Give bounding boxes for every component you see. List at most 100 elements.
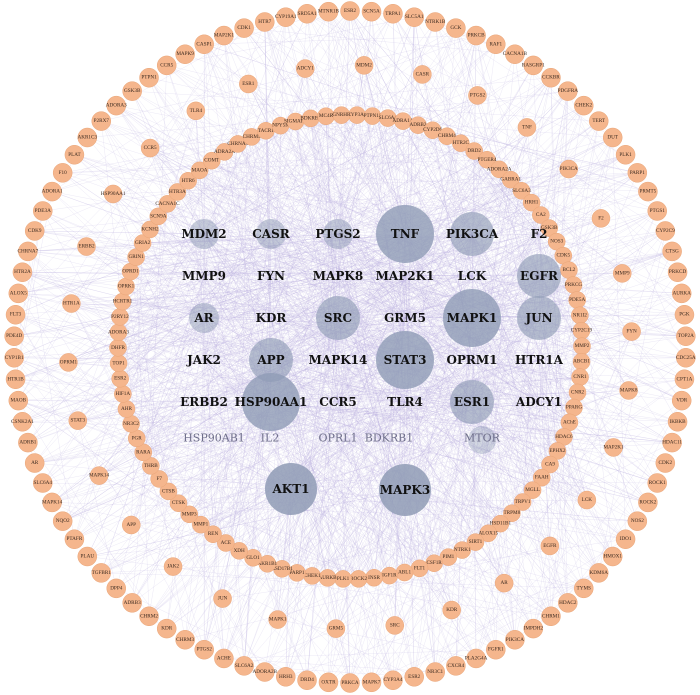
svg-text:IKBKB: IKBKB: [670, 419, 687, 425]
svg-text:PDGFRA: PDGFRA: [558, 88, 579, 94]
svg-text:HTR1B: HTR1B: [7, 376, 24, 382]
svg-text:TNF: TNF: [391, 227, 420, 241]
node-esr2: ESR2: [111, 369, 129, 388]
node-mapk9: MAPK9: [175, 44, 195, 64]
node-trpm8: TRPM8: [503, 504, 521, 522]
node-dhfr: DHFR: [109, 339, 127, 357]
svg-text:ABL1: ABL1: [398, 569, 411, 575]
svg-text:NR3C2: NR3C2: [123, 421, 139, 427]
node-oprm1: OPRM1: [59, 353, 78, 372]
svg-text:CPT1A: CPT1A: [677, 376, 693, 382]
hub-akt1: AKT1: [265, 463, 317, 515]
svg-text:AURKA: AURKA: [672, 290, 691, 296]
svg-text:TLR4: TLR4: [190, 108, 203, 114]
svg-text:OPRL1: OPRL1: [318, 432, 357, 445]
node-prkcd: PRKCD: [667, 262, 688, 282]
node-xdh: XDH: [230, 542, 248, 560]
node-comt: COMT: [202, 151, 221, 170]
svg-text:CYP2C19: CYP2C19: [571, 328, 593, 334]
node-insr: INSR: [365, 569, 383, 587]
svg-text:PDE3A: PDE3A: [35, 208, 51, 214]
svg-text:CDK5: CDK5: [557, 253, 571, 259]
svg-text:NOS2: NOS2: [631, 518, 644, 524]
svg-text:MMP9: MMP9: [182, 269, 226, 283]
svg-text:MAPK8: MAPK8: [620, 387, 638, 393]
svg-text:SLC6A4: SLC6A4: [34, 480, 53, 486]
svg-text:SLC6A3: SLC6A3: [512, 188, 531, 194]
svg-text:KDM6A: KDM6A: [590, 570, 609, 576]
svg-text:ESR1: ESR1: [454, 395, 490, 409]
svg-text:THRB: THRB: [144, 463, 158, 469]
node-abcb1: ABCB1: [572, 352, 590, 371]
node-top2a: TOP2A: [676, 326, 696, 346]
node-thrb: THRB: [142, 457, 160, 475]
node-adcy1: ADCY1: [295, 59, 315, 78]
node-chek1: CHEK1: [303, 567, 321, 585]
big-hub-nodes: AKT1 MAPK3: [265, 463, 431, 516]
svg-text:PTGS2: PTGS2: [315, 227, 360, 241]
node-oxtr: OXTR: [318, 672, 339, 693]
node-slc6a4: SLC6A4: [33, 473, 53, 493]
svg-text:ADRB3: ADRB3: [124, 600, 141, 606]
svg-text:CACNA1B: CACNA1B: [503, 51, 528, 57]
svg-text:HRH3: HRH3: [279, 674, 293, 680]
svg-text:PTAFR: PTAFR: [67, 536, 83, 542]
svg-text:PRMT5: PRMT5: [640, 189, 657, 195]
svg-text:HRH1: HRH1: [525, 200, 539, 206]
node-rock1: ROCK1: [647, 473, 667, 493]
hub-ccr5: CCR5: [319, 395, 356, 409]
node-pgk: PGK: [674, 304, 695, 325]
svg-text:IDO1: IDO1: [620, 536, 632, 542]
node-igf1r: IGF1R: [380, 566, 399, 585]
svg-text:ACE: ACE: [221, 540, 231, 546]
node-gck: GCK: [446, 18, 466, 38]
hub-htr1a: HTR1A: [515, 353, 564, 367]
svg-text:AChE: AChE: [563, 419, 576, 425]
hub-il2: IL2: [261, 432, 280, 445]
svg-text:ADCY1: ADCY1: [515, 395, 562, 409]
svg-text:COMT: COMT: [204, 158, 220, 164]
svg-text:STAT3: STAT3: [70, 418, 85, 424]
node-lck: LCK: [577, 490, 597, 510]
svg-text:F2: F2: [598, 215, 604, 221]
node-gsk3b: GSK3B: [540, 219, 558, 237]
inner-node-ring: CYP3A4PTPN11SLC6A4ADRA1AADRB2CYP2D6CHRM4…: [108, 106, 593, 588]
svg-text:CTSB: CTSB: [162, 488, 176, 494]
svg-text:TERT: TERT: [592, 118, 605, 124]
node-prkcg: PRKCG: [564, 276, 583, 294]
node-htr3a: HTR3A: [168, 183, 187, 201]
svg-text:JUN: JUN: [218, 596, 228, 602]
hub-mapk3: MAPK3: [379, 464, 431, 516]
svg-text:NR3C1: NR3C1: [427, 669, 443, 675]
node-chrm4: CHRM4: [438, 127, 456, 145]
node-aurka: AURKA: [671, 283, 692, 304]
node-top1: TOP1: [109, 354, 128, 373]
svg-text:HIF1A: HIF1A: [115, 391, 130, 397]
svg-text:P2RY12: P2RY12: [111, 314, 129, 320]
svg-text:CYP2C9: CYP2C9: [656, 228, 675, 234]
svg-text:JAK2: JAK2: [186, 353, 221, 367]
svg-text:SLC5A1: SLC5A1: [405, 14, 424, 20]
svg-text:PTPN1: PTPN1: [141, 75, 157, 81]
svg-text:HTR6: HTR6: [182, 178, 195, 184]
svg-text:EPHX2: EPHX2: [549, 448, 566, 454]
node-chrna4: CHRNA4: [227, 135, 249, 153]
node-kdr: KDR: [156, 618, 177, 639]
svg-text:ADRB1: ADRB1: [19, 440, 36, 446]
node-hrh1: HRH1: [522, 193, 541, 212]
svg-text:ADORA1: ADORA1: [42, 189, 63, 195]
svg-text:MTOR: MTOR: [464, 432, 501, 445]
svg-text:TOP1: TOP1: [112, 360, 125, 366]
node-ptgs1: PTGS1: [647, 201, 667, 221]
svg-text:RASGRP1: RASGRP1: [522, 62, 545, 68]
node-nr3c1: NR3C1: [425, 662, 445, 682]
svg-text:PIM1: PIM1: [442, 554, 454, 560]
node-maob: MAOB: [8, 390, 29, 411]
node-ccr5: CCR5: [140, 138, 160, 158]
svg-text:F10: F10: [59, 170, 67, 176]
node-pik3ca: PIK3CA: [559, 159, 578, 179]
node-erbb2: ERBB2: [77, 237, 96, 256]
svg-text:PRKCG: PRKCG: [565, 282, 583, 288]
svg-text:NOS3: NOS3: [550, 239, 563, 245]
svg-text:MAP2K1: MAP2K1: [214, 33, 235, 39]
